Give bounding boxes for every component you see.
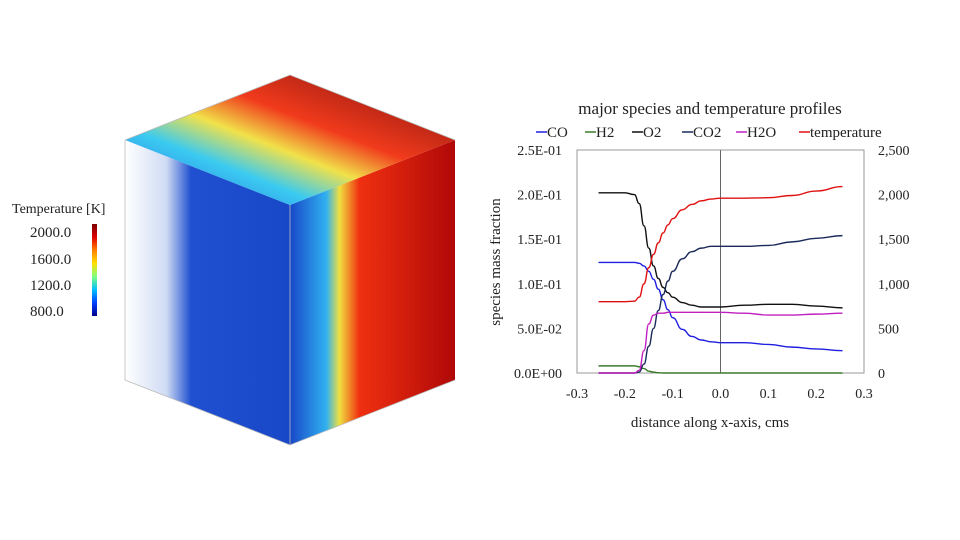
y-tick-label: 1.0E-01 <box>517 278 562 293</box>
chart-title: major species and temperature profiles <box>578 99 841 118</box>
cube-left-face <box>125 140 290 445</box>
y2-tick-label: 2,000 <box>878 189 910 204</box>
y-tick-label: 0.0E+00 <box>514 367 562 382</box>
y2-tick-label: 500 <box>878 322 899 337</box>
x-tick-label: 0.2 <box>807 387 825 402</box>
series-line-co <box>598 261 843 352</box>
y2-tick-label: 2,500 <box>878 144 910 159</box>
y-tick-label: 2.5E-01 <box>517 144 562 159</box>
cube-right-face <box>290 140 455 445</box>
temperature-colorbar: Temperature [K] 2000.0 1600.0 1200.0 800… <box>0 200 120 330</box>
legend-label-o2: O2 <box>643 125 661 141</box>
x-tick-label: 0.3 <box>855 387 873 402</box>
x-tick-label: -0.2 <box>614 387 636 402</box>
y-tick-label: 5.0E-02 <box>517 322 562 337</box>
y-tick-label: 1.5E-01 <box>517 233 562 248</box>
legend-label-temperature: temperature <box>810 125 882 141</box>
colorbar-tick: 2000.0 <box>30 225 72 241</box>
colorbar-gradient <box>92 224 97 316</box>
legend-label-h2: H2 <box>596 125 614 141</box>
legend-label-co2: CO2 <box>693 125 721 141</box>
colorbar-tick: 1200.0 <box>30 278 72 294</box>
y2-tick-label: 1,000 <box>878 278 910 293</box>
x-tick-label: 0.0 <box>712 387 730 402</box>
species-temperature-chart: major species and temperature profiles -0… <box>490 99 930 430</box>
x-tick-label: -0.3 <box>566 387 588 402</box>
series-line-co2 <box>598 234 843 374</box>
series-line-h2o <box>598 311 843 374</box>
legend-label-co: CO <box>547 125 568 141</box>
y2-tick-label: 0 <box>878 367 885 382</box>
colorbar-tick: 800.0 <box>30 304 64 320</box>
y2-tick-label: 1,500 <box>878 233 910 248</box>
x-tick-label: 0.1 <box>760 387 778 402</box>
temperature-volume-render <box>124 74 456 446</box>
x-tick-label: -0.1 <box>662 387 684 402</box>
legend-label-h2o: H2O <box>747 125 776 141</box>
y-tick-label: 2.0E-01 <box>517 189 562 204</box>
series-line-temperature <box>598 185 843 303</box>
y-axis-label: species mass fraction <box>490 198 504 326</box>
colorbar-title: Temperature [K] <box>12 202 106 217</box>
y2-axis-label: temperature, K <box>928 217 930 307</box>
series-line-o2 <box>598 192 843 309</box>
x-axis-label: distance along x-axis, cms <box>631 415 789 430</box>
colorbar-tick: 1600.0 <box>30 252 72 268</box>
